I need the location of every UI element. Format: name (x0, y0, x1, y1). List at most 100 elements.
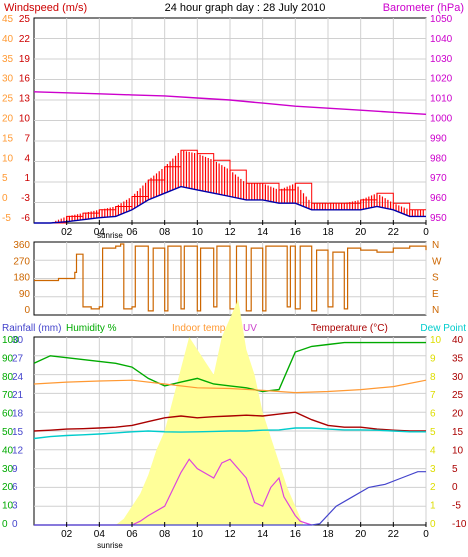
humidity-tick: 20 (2, 482, 14, 493)
temperature-tick: -10 (452, 519, 467, 530)
rainfall-tick: 12 (12, 445, 24, 456)
rainfall-tick: 18 (12, 409, 24, 420)
temperature-ticks: 40 35 30 25 20 15 10 5 0 -5 -10 (452, 335, 467, 530)
wind-kmh-tick: 40 (2, 34, 14, 45)
wind-kmh-tick: 45 (2, 14, 14, 25)
direction-degree-ticks: 360270180900 (13, 240, 30, 316)
uv-tick: 3 (430, 464, 436, 475)
humidity-tick: 90 (2, 353, 14, 364)
x-tick-label: 10 (192, 529, 204, 540)
humidity-tick: 30 (2, 464, 14, 475)
x-tick-label: 02 (61, 227, 73, 238)
humidity-axis-label: Humidity % (66, 323, 117, 334)
direction-degree-tick: 360 (13, 240, 30, 251)
barometer-tick: 980 (430, 153, 447, 164)
x-tick-label: 22 (388, 227, 400, 238)
x-tick-label: 02 (61, 529, 73, 540)
temperature-tick: 30 (452, 372, 464, 383)
barometer-tick: 970 (430, 173, 447, 184)
wind-kmh-tick: 10 (2, 153, 14, 164)
wind-ms-tick: 10 (19, 114, 31, 125)
humidity-tick: 50 (2, 427, 14, 438)
direction-degree-tick: 0 (24, 305, 30, 316)
barometer-tick: 950 (430, 213, 447, 224)
wind-kmh-tick: 25 (2, 94, 14, 105)
barometer-tick: 1020 (430, 74, 453, 85)
x-tick-label: 18 (322, 227, 334, 238)
uv-tick: 2 (430, 482, 436, 493)
x-tick-label: 12 (224, 227, 236, 238)
x-tick-label: 10 (192, 227, 204, 238)
humidity-tick: 80 (2, 372, 14, 383)
wind-ms-tick: 4 (24, 153, 30, 164)
x-tick-label: 06 (126, 227, 138, 238)
barometer-tick: 990 (430, 133, 447, 144)
sunrise-label-bottom: sunrise (97, 541, 123, 550)
wind-kmh-tick: 35 (2, 54, 14, 65)
uv-tick: 9 (430, 353, 436, 364)
wind-ms-tick: 22 (19, 34, 31, 45)
barometer-tick: 1040 (430, 34, 453, 45)
direction-compass-tick: W (432, 256, 442, 267)
barometer-tick: 1010 (430, 94, 453, 105)
humidity-tick: 70 (2, 390, 14, 401)
wind-ms-tick: 25 (19, 14, 31, 25)
temperature-tick: 10 (452, 445, 464, 456)
uv-tick: 8 (430, 372, 436, 383)
wind-ms-tick: 13 (19, 94, 31, 105)
barometer-axis-label: Barometer (hPa) (383, 2, 464, 14)
graph-title: 24 hour graph day : 28 July 2010 (165, 2, 326, 14)
temperature-tick: -5 (452, 501, 461, 512)
barometer-ticks: 1050 1040 1030 1020 1010 1000 990 980 970 960 950 (430, 14, 453, 224)
direction-compass-tick: N (432, 305, 439, 316)
barometer-tick: 1030 (430, 54, 453, 65)
x-tick-label: 04 (94, 529, 106, 540)
humidity-tick: 40 (2, 445, 14, 456)
wind-ms-tick: 16 (19, 74, 31, 85)
uv-tick: 1 (430, 501, 436, 512)
indoor-temp-label: Indoor temp (172, 323, 226, 334)
wind-ms-tick: -3 (21, 193, 30, 204)
barometer-tick: 1000 (430, 114, 453, 125)
barometer-tick: 960 (430, 193, 447, 204)
temperature-tick: 20 (452, 409, 464, 420)
direction-compass-tick: N (432, 240, 439, 251)
x-tick-label: 06 (126, 529, 138, 540)
rainfall-axis-label: Rainfall (mm) (2, 323, 61, 334)
wind-kmh-ticks: 454035302520151050-5 (2, 14, 14, 224)
wind-kmh-tick: 15 (2, 133, 14, 144)
temperature-tick: 15 (452, 427, 464, 438)
uv-axis-label: UV (243, 323, 257, 334)
direction-compass-tick: E (432, 289, 439, 300)
x-tick-label: 0 (423, 227, 429, 238)
x-tick-label: 14 (257, 529, 269, 540)
temperature-tick: 35 (452, 353, 464, 364)
uv-tick: 10 (430, 335, 442, 346)
uv-tick: 4 (430, 445, 436, 456)
x-tick-label: 16 (290, 227, 302, 238)
temperature-tick: 5 (452, 464, 458, 475)
temperature-tick: 25 (452, 390, 464, 401)
wind-ms-tick: 7 (24, 133, 30, 144)
humidity-tick: 0 (2, 519, 8, 530)
rainfall-tick: 15 (12, 427, 24, 438)
direction-degree-tick: 180 (13, 273, 30, 284)
x-tick-label: 12 (224, 529, 236, 540)
x-tick-label: 18 (322, 529, 334, 540)
direction-compass-tick: S (432, 273, 439, 284)
wind-kmh-tick: -5 (2, 213, 11, 224)
uv-tick: 7 (430, 390, 436, 401)
humidity-tick: 60 (2, 409, 14, 420)
wind-ms-ticks: 25 22 19 16 13 10 7 4 1 -3 -6 (19, 14, 31, 224)
humidity-tick: 100 (2, 335, 19, 346)
x-tick-label: 08 (159, 227, 171, 238)
uv-tick: 0 (430, 519, 436, 530)
x-tick-label: 16 (290, 529, 302, 540)
rainfall-tick: 21 (12, 390, 24, 401)
direction-degree-tick: 90 (19, 289, 31, 300)
sunrise-label-top: sunrise (97, 231, 123, 240)
barometer-tick: 1050 (430, 14, 453, 25)
humidity-tick: 10 (2, 501, 14, 512)
uv-tick: 6 (430, 409, 436, 420)
